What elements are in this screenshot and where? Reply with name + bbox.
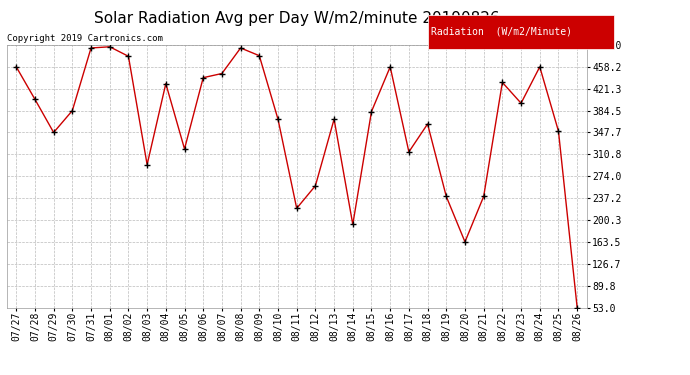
Text: Copyright 2019 Cartronics.com: Copyright 2019 Cartronics.com: [7, 34, 163, 43]
Text: Radiation  (W/m2/Minute): Radiation (W/m2/Minute): [431, 27, 572, 37]
Text: Solar Radiation Avg per Day W/m2/minute 20190826: Solar Radiation Avg per Day W/m2/minute …: [94, 11, 500, 26]
